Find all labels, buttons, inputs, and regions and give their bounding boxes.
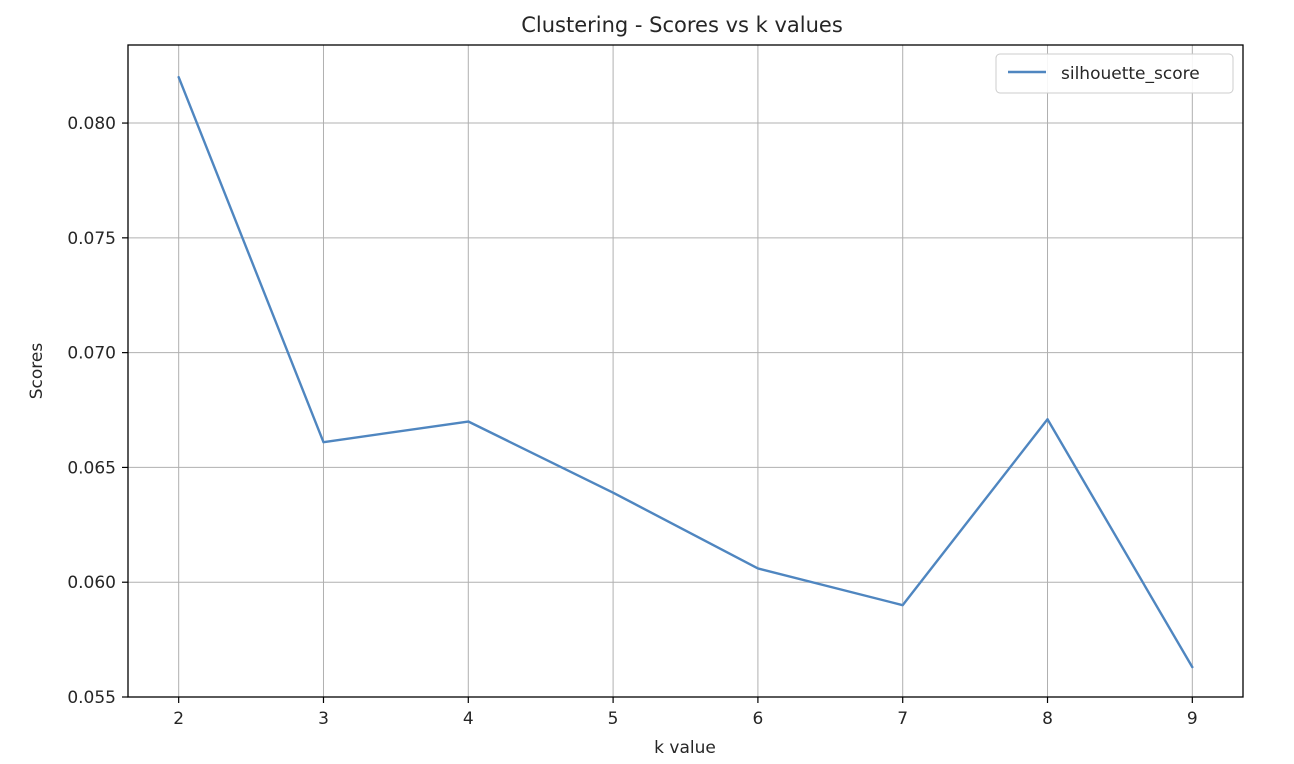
series-lines [177,75,1194,669]
y-tick-label: 0.060 [67,573,116,593]
series-line-silhouette-score [177,75,1194,669]
chart-title: Clustering - Scores vs k values [521,13,843,37]
y-tick-label: 0.070 [67,344,116,364]
x-axis-label: k value [654,738,716,758]
y-tick-label: 0.055 [67,688,116,708]
legend-label-silhouette-score: silhouette_score [1061,64,1200,84]
x-tick-label: 8 [1042,709,1053,729]
y-tick-label: 0.065 [67,458,116,478]
y-axis-label: Scores [27,343,47,400]
x-tick-label: 2 [173,709,184,729]
x-tick-label: 4 [463,709,474,729]
x-gridlines [178,45,1193,697]
x-tick-label: 9 [1187,709,1198,729]
y-axis-ticks: 0.055 0.060 0.065 0.070 0.075 0.080 [67,114,128,708]
y-tick-label: 0.075 [67,229,116,249]
legend-box [995,53,1234,94]
plot-frame [127,44,1244,698]
x-tick-label: 7 [897,709,908,729]
x-tick-label: 3 [318,709,329,729]
x-tick-label: 6 [752,709,763,729]
x-axis-ticks: 2 3 4 5 6 7 8 9 [173,697,1198,729]
y-tick-label: 0.080 [67,114,116,134]
legend: silhouette_score [995,53,1234,94]
x-tick-label: 5 [608,709,619,729]
